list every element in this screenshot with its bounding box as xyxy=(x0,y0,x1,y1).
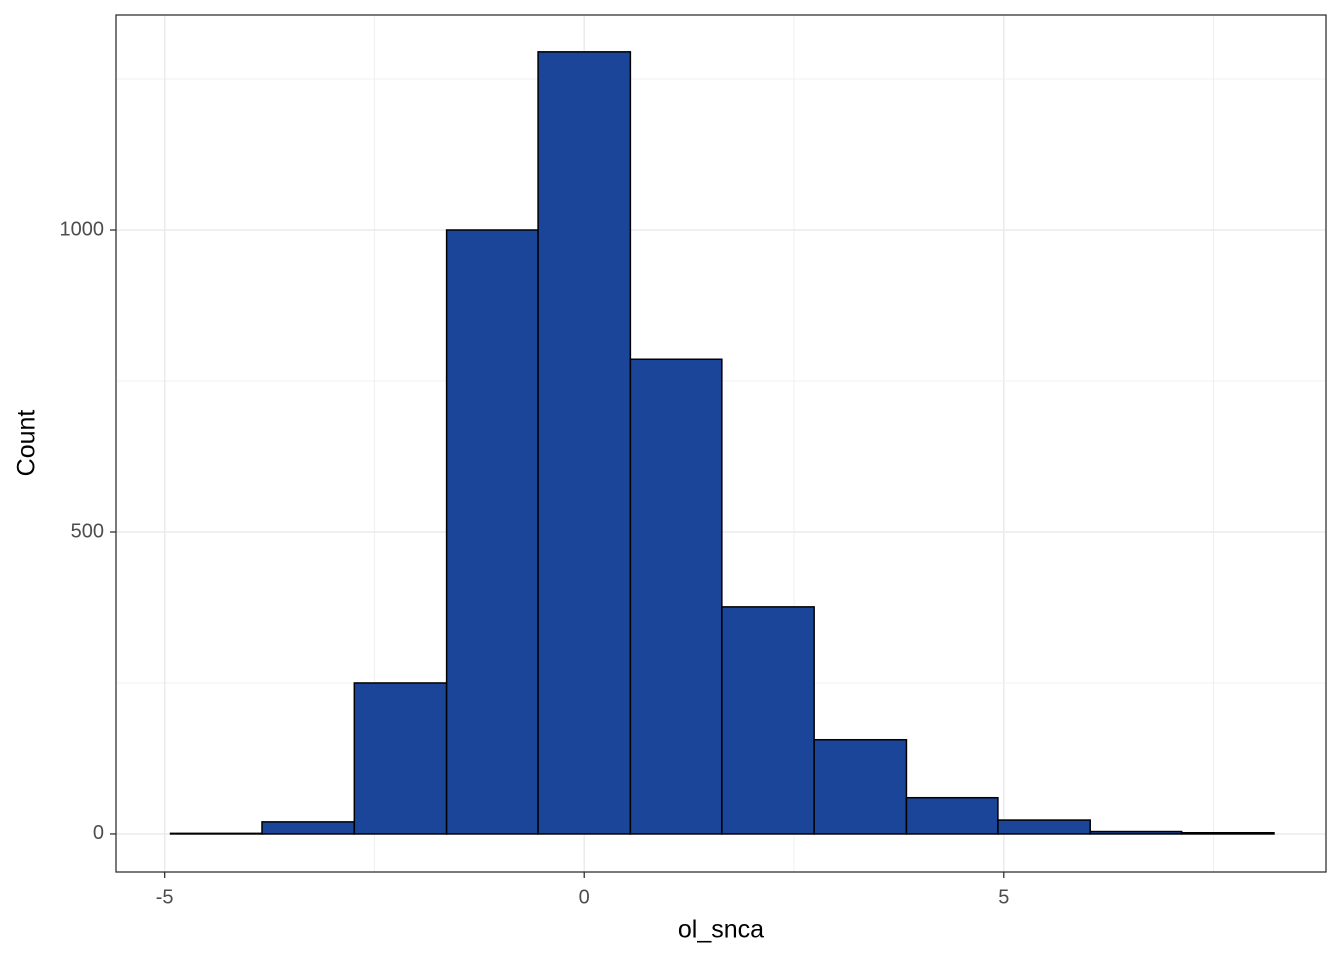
bar xyxy=(353,682,448,835)
bar xyxy=(537,51,632,835)
y-tick-label: 0 xyxy=(93,822,104,844)
bar xyxy=(1180,831,1275,835)
bars xyxy=(169,51,1275,835)
y-tick-label: 1000 xyxy=(60,218,105,240)
bar xyxy=(997,819,1091,835)
bar xyxy=(721,606,815,835)
bar xyxy=(905,796,999,835)
bar xyxy=(813,738,908,835)
bar xyxy=(445,229,539,835)
panel-border xyxy=(115,14,1327,873)
bar xyxy=(261,821,356,835)
x-tick-label: 5 xyxy=(998,886,1009,908)
x-tick-label: -5 xyxy=(156,886,174,908)
x-axis-title: ol_snca xyxy=(678,916,764,944)
bar xyxy=(629,358,723,835)
y-axis-title: Count xyxy=(13,410,41,477)
bar xyxy=(1089,830,1183,835)
bar xyxy=(169,832,263,835)
x-tick-label: 0 xyxy=(579,886,590,908)
y-tick-label: 500 xyxy=(71,520,104,542)
